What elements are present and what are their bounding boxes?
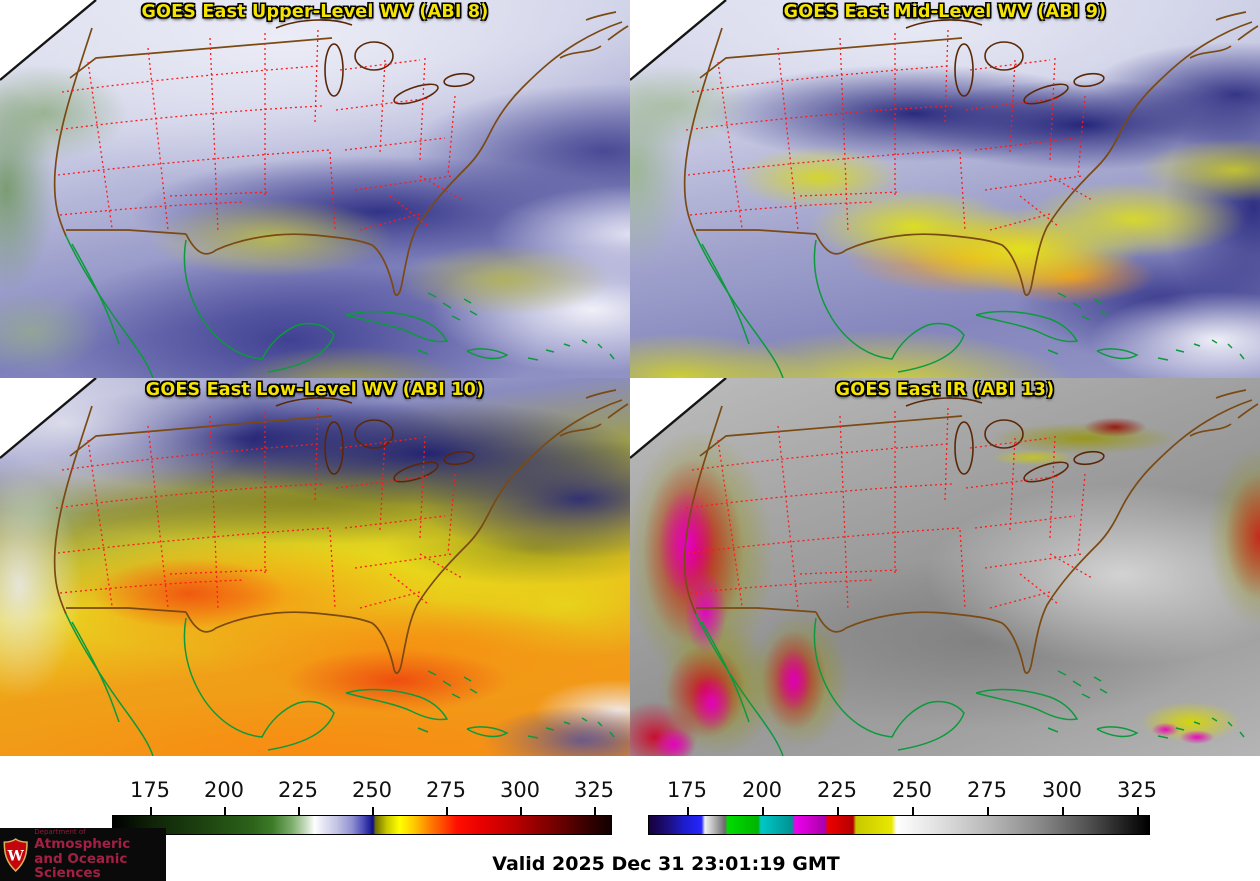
ir-tick-label: 175: [666, 778, 708, 802]
tick-mark: [1137, 807, 1139, 815]
tick-mark: [224, 807, 226, 815]
ir-tick-label: 275: [966, 778, 1008, 802]
panel-title-abi9: GOES East Mid-Level WV (ABI 9): [783, 2, 1107, 22]
tick-mark: [594, 807, 596, 815]
logo-atmospheric: Atmospheric: [34, 836, 131, 853]
map-overlay: [0, 0, 630, 378]
tick-mark: [446, 807, 448, 815]
tick-mark: [298, 807, 300, 815]
logo-text: Department of Atmospheric and Oceanic Sc…: [34, 828, 166, 881]
tick-mark: [520, 807, 522, 815]
ir-tick-label: 225: [816, 778, 858, 802]
ir-tick-label: 250: [891, 778, 933, 802]
panel-abi10-low-level-wv: GOES East Low-Level WV (ABI 10): [0, 378, 630, 756]
logo-oceanic: and Oceanic Sciences: [34, 850, 128, 881]
wv-tick-label: 325: [573, 778, 615, 802]
map-overlay: [0, 378, 630, 756]
valid-time-label: Valid 2025 Dec 31 23:01:19 GMT: [492, 853, 840, 875]
tick-mark: [762, 807, 764, 815]
wv-tick-label: 200: [203, 778, 245, 802]
panel-abi13-ir: GOES East IR (ABI 13): [630, 378, 1260, 756]
ir-tick-label: 200: [741, 778, 783, 802]
panel-abi9-mid-level-wv: GOES East Mid-Level WV (ABI 9): [630, 0, 1260, 378]
abi10-imagery: [0, 378, 630, 756]
wv-tick-label: 225: [277, 778, 319, 802]
footer: 175 200 225 250 275 300 325 175 200 225 …: [0, 756, 1260, 881]
panel-grid: GOES East Upper-Level WV (ABI 8) GOES Ea…: [0, 0, 1260, 756]
tick-mark: [987, 807, 989, 815]
wv-tick-label: 300: [499, 778, 541, 802]
map-overlay: [630, 0, 1260, 378]
tick-mark: [1062, 807, 1064, 815]
wv-tick-label: 250: [351, 778, 393, 802]
tick-mark: [837, 807, 839, 815]
map-overlay: [630, 378, 1260, 756]
uw-aos-logo: W Department of Atmospheric and Oceanic …: [0, 828, 166, 881]
tick-mark: [372, 807, 374, 815]
panel-title-abi13: GOES East IR (ABI 13): [835, 380, 1055, 400]
uw-crest-icon: W: [3, 837, 28, 872]
ir-tick-label: 325: [1116, 778, 1158, 802]
tick-mark: [150, 807, 152, 815]
wv-tick-label: 275: [425, 778, 467, 802]
abi13-imagery: [630, 378, 1260, 756]
panel-title-abi10: GOES East Low-Level WV (ABI 10): [145, 380, 485, 400]
wv-colorbar: [112, 807, 612, 835]
tick-mark: [687, 807, 689, 815]
svg-text:W: W: [7, 847, 25, 864]
tick-mark: [912, 807, 914, 815]
logo-dept-of: Department of: [34, 828, 86, 837]
ir-tick-label: 300: [1041, 778, 1083, 802]
panel-title-abi8: GOES East Upper-Level WV (ABI 8): [141, 2, 489, 22]
abi9-imagery: [630, 0, 1260, 378]
abi8-imagery: [0, 0, 630, 378]
ir-colorbar: [648, 807, 1150, 835]
wv-tick-label: 175: [129, 778, 171, 802]
panel-abi8-upper-level-wv: GOES East Upper-Level WV (ABI 8): [0, 0, 630, 378]
